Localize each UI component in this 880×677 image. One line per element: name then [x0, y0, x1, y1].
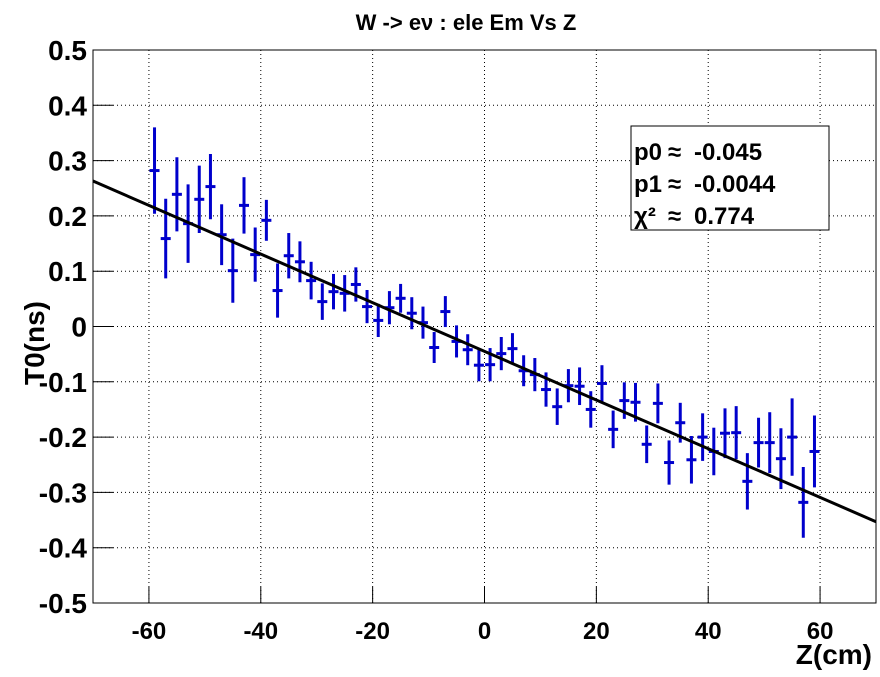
plot-frame: [92, 49, 877, 604]
y-axis-label: T0(ns): [19, 301, 50, 385]
x-tick-label: -20: [355, 618, 390, 645]
stats-label: χ²: [634, 203, 656, 230]
stats-value: -0.0044: [694, 171, 776, 198]
y-tick-label: -0.3: [39, 477, 87, 508]
y-tick-label: -0.2: [39, 422, 87, 453]
stats-symbol: ≈: [668, 203, 681, 230]
stats-label: p1: [634, 171, 662, 198]
stats-label: p0: [634, 139, 662, 166]
y-tick-label: 0.4: [48, 90, 87, 121]
y-tick-label: -0.1: [39, 367, 87, 398]
stats-symbol: ≈: [668, 171, 681, 198]
y-tick-label: 0.2: [48, 201, 87, 232]
fit-line: [92, 179, 877, 524]
x-tick-label: 40: [695, 618, 722, 645]
stats-symbol: ≈: [668, 139, 681, 166]
x-axis-label: Z(cm): [796, 639, 872, 670]
x-tick-label: 60: [807, 618, 834, 645]
x-tick-label: -60: [132, 618, 167, 645]
y-tick-label: 0.5: [48, 35, 87, 66]
stats-box: [630, 125, 830, 231]
y-tick-label: -0.5: [39, 588, 87, 619]
x-tick-label: 0: [478, 618, 491, 645]
y-tick-label: -0.4: [39, 533, 88, 564]
x-tick-label: -40: [243, 618, 278, 645]
y-tick-label: 0: [71, 312, 87, 343]
chart-title: W -> eν : ele Em Vs Z: [356, 10, 577, 35]
stats-value: -0.045: [694, 139, 762, 166]
x-tick-label: 20: [583, 618, 610, 645]
y-tick-label: 0.3: [48, 146, 87, 177]
stats-value: 0.774: [694, 203, 755, 230]
y-tick-label: 0.1: [48, 256, 87, 287]
